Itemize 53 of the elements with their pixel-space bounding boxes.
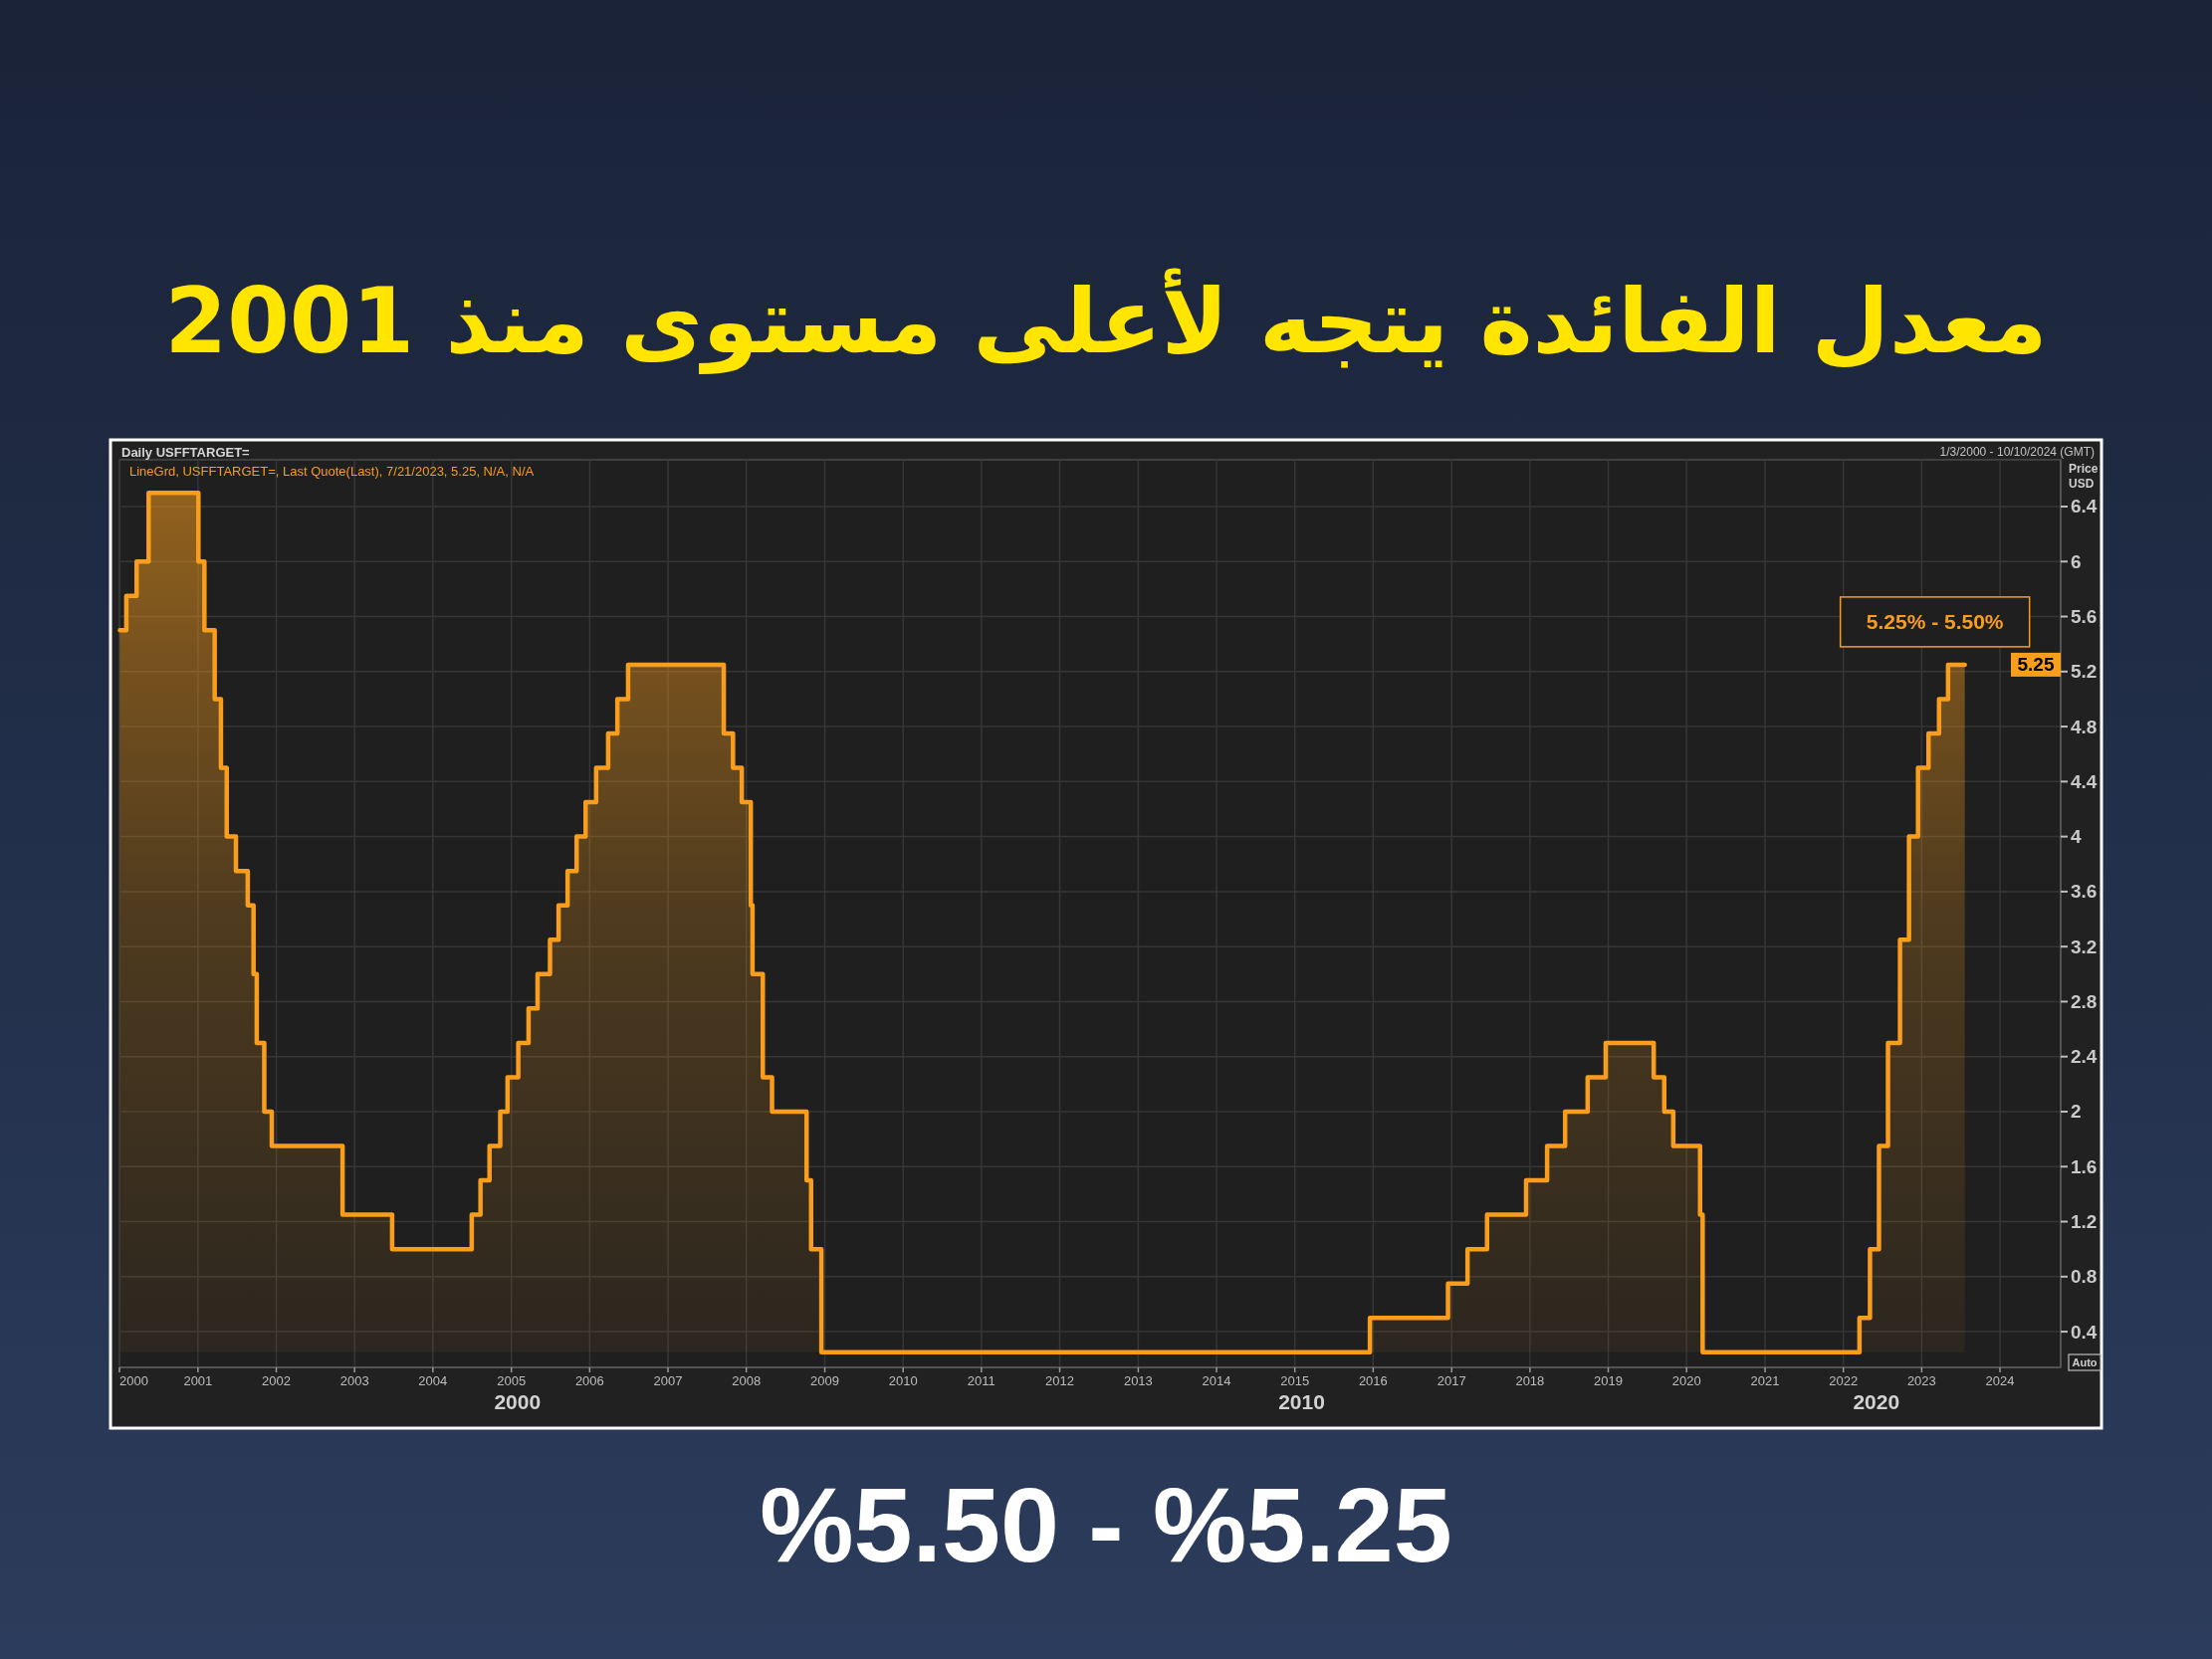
x-tick-label: 2012 — [1045, 1373, 1074, 1388]
y-tick-label: 2 — [2071, 1101, 2082, 1123]
y-tick-label: 4.8 — [2071, 716, 2098, 737]
x-tick-label: 2020 — [1671, 1373, 1701, 1388]
text: Daily USFFTARGET= — [121, 444, 251, 460]
chart-title: معدل الفائدة يتجه لأعلى مستوى منذ 2001 — [164, 268, 2048, 374]
x-tick-label: 2006 — [574, 1373, 604, 1388]
x-tick-label: 2024 — [1985, 1373, 2015, 1388]
y-tick-label: 4.4 — [2071, 770, 2098, 792]
y-tick-label: 5.6 — [2071, 606, 2098, 628]
text: %5.50 - %5.25 — [760, 1466, 1452, 1583]
y-tick-label: 0.8 — [2071, 1266, 2098, 1288]
x-tick-label: 2001 — [183, 1373, 213, 1388]
x-tick-label: 2015 — [1280, 1373, 1310, 1388]
y-tick-label: 5.2 — [2071, 661, 2098, 683]
y-tick-label: 6 — [2071, 550, 2082, 572]
x-tick-label: 2008 — [732, 1373, 762, 1388]
text: 2020 — [1853, 1390, 1900, 1413]
x-tick-label: 2017 — [1437, 1373, 1466, 1388]
x-tick-label: 2007 — [653, 1373, 683, 1388]
x-tick-label: 2003 — [339, 1373, 369, 1388]
x-tick-label: 2005 — [497, 1373, 527, 1388]
text: 2010 — [1278, 1390, 1325, 1413]
y-tick-label: 3.6 — [2071, 881, 2098, 903]
y-tick-label: 2.4 — [2071, 1046, 2098, 1068]
y-tick-label: 1.2 — [2071, 1211, 2098, 1233]
x-tick-label: 2010 — [888, 1373, 918, 1388]
x-tick-label: 2002 — [262, 1373, 291, 1388]
y-tick-label: 0.4 — [2071, 1321, 2098, 1343]
y-axis-title: Price USD — [2069, 462, 2099, 491]
x-tick-label: 2019 — [1594, 1373, 1623, 1388]
x-tick-label: 2021 — [1750, 1373, 1780, 1388]
series-label: LineGrd, USFFTARGET=, Last Quote(Last), 7/21/2023, 5.25, N/A, N/A — [129, 463, 535, 479]
x-tick-label: 2000 — [119, 1373, 148, 1388]
x-tick-label: 2009 — [810, 1373, 839, 1388]
y-tick-label: 2.8 — [2071, 990, 2098, 1012]
x-tick-label: 2022 — [1829, 1373, 1859, 1388]
y-tick-label: 4 — [2071, 826, 2082, 848]
x-tick-label: 2023 — [1906, 1373, 1936, 1388]
y-tick-label: 1.6 — [2071, 1155, 2098, 1177]
x-tick-label: 2011 — [967, 1373, 995, 1388]
text: Auto — [2072, 1356, 2098, 1368]
text: 2000 — [494, 1390, 542, 1413]
x-tick-label: 2013 — [1123, 1373, 1153, 1388]
x-tick-label: 2016 — [1358, 1373, 1388, 1388]
x-tick-label: 2018 — [1515, 1373, 1545, 1388]
annotation: 5.25% - 5.50% — [1866, 610, 2004, 634]
x-tick-label: 2014 — [1202, 1373, 1231, 1388]
y-tick-label: 6.4 — [2071, 496, 2098, 518]
text: 1/3/2000 - 10/10/2024 (GMT) — [1939, 445, 2095, 459]
y-tick-label: 3.2 — [2071, 935, 2098, 957]
annotation: 5.25 — [2017, 654, 2055, 676]
x-tick-label: 2004 — [418, 1373, 448, 1388]
